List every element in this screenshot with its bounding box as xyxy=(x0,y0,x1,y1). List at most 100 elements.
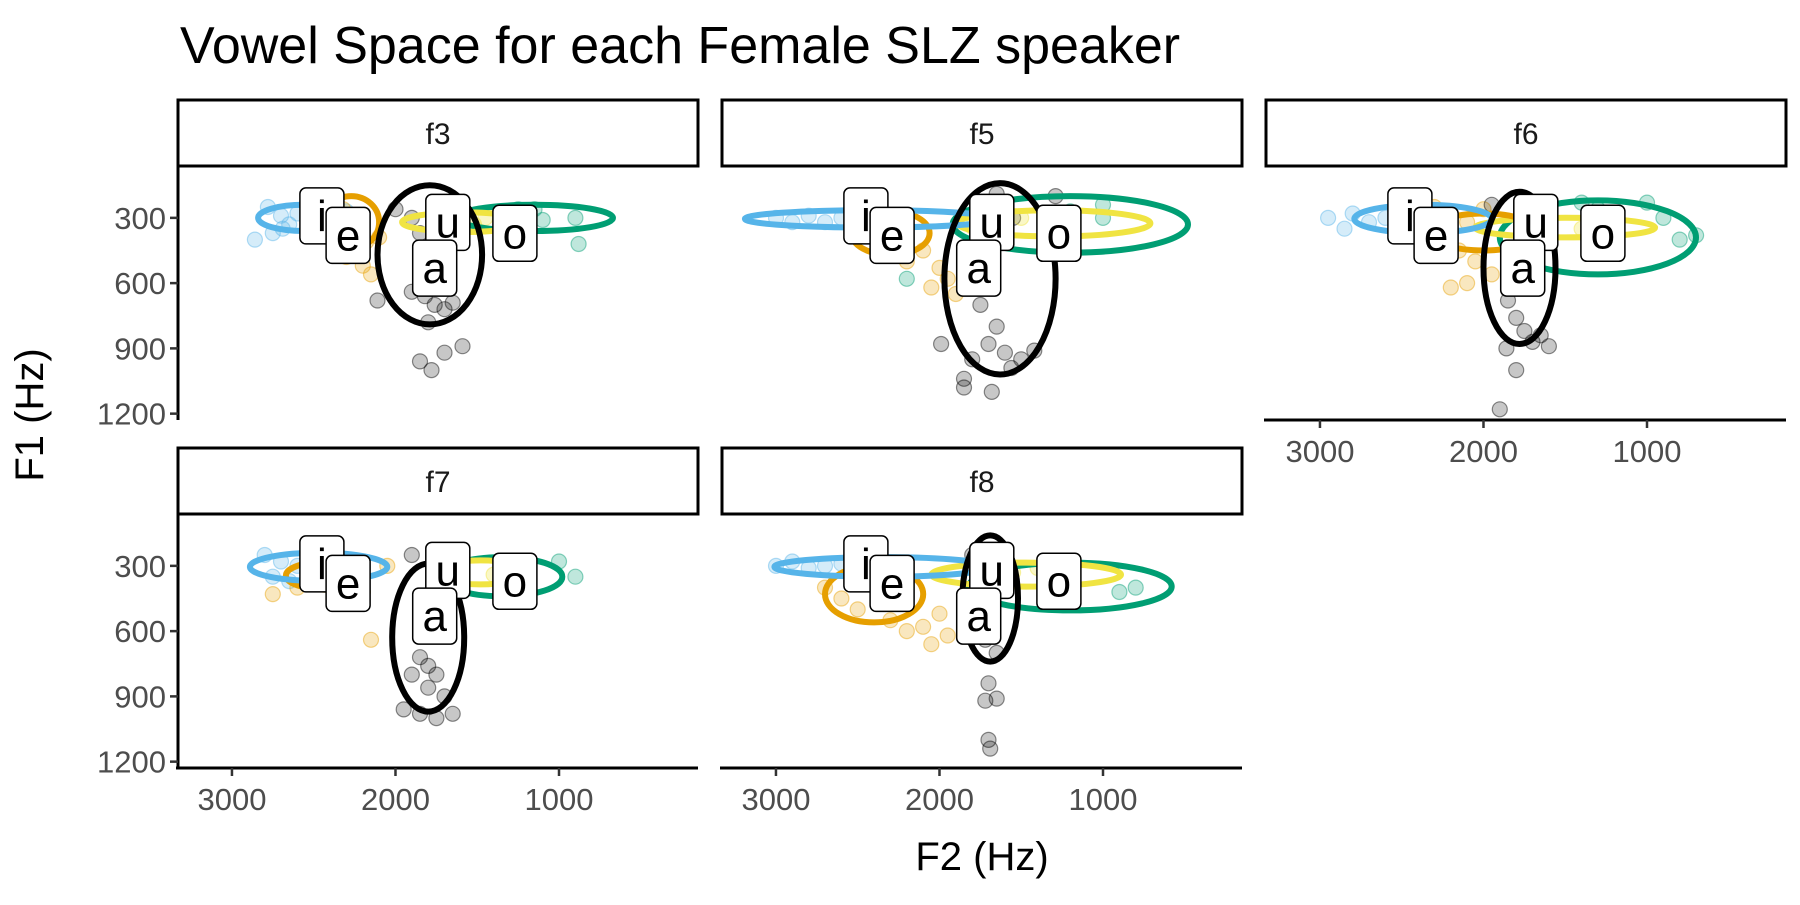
data-point-a xyxy=(972,296,989,313)
vowel-label-o: o xyxy=(492,204,538,263)
y-tick-label: 300 xyxy=(114,201,166,236)
data-point-o xyxy=(898,270,915,287)
vowel-label-text: o xyxy=(1047,209,1071,258)
facet-f7: f7 i e u o a 300 600 900 1200 3000 2000 1000 xyxy=(97,446,700,817)
x-tick-label: 2000 xyxy=(1449,434,1518,469)
vowel-label-u: u xyxy=(969,541,1015,600)
vowel-label-box xyxy=(411,587,458,645)
vowel-label-text: u xyxy=(1524,198,1548,247)
data-point-e xyxy=(833,590,850,607)
vowel-label-text: e xyxy=(336,559,360,608)
vowel-label-text: u xyxy=(980,546,1004,595)
facet-strip-label: f5 xyxy=(969,118,994,151)
data-point-a xyxy=(955,370,973,387)
vowel-label-box xyxy=(325,206,371,265)
vowel-label-text: e xyxy=(1424,211,1448,260)
vowel-label-text: i xyxy=(861,540,871,589)
vowel-label-e: e xyxy=(1413,206,1459,265)
facet-strip-label: f6 xyxy=(1513,118,1538,151)
ellipse-a xyxy=(1480,188,1559,347)
vowel-label-a: a xyxy=(955,239,1002,297)
vowel-label-text: a xyxy=(966,244,991,293)
data-point-o xyxy=(1127,579,1144,596)
x-tick-label: 3000 xyxy=(741,782,810,817)
y-tick-label: 900 xyxy=(114,331,166,366)
vowel-label-e: e xyxy=(325,206,371,265)
vowel-label-text: e xyxy=(880,559,904,608)
facet-strip xyxy=(720,446,1244,516)
facet-strip-label: f8 xyxy=(969,466,994,499)
vowel-label-text: o xyxy=(503,557,527,606)
vowel-label-e: e xyxy=(869,554,915,613)
facet-f3: f3 i e u o a 300 600 900 1200 xyxy=(97,98,700,432)
y-tick-label: 600 xyxy=(114,266,166,301)
facet-f6: f6 i e u o a 3000 2000 1000 xyxy=(1264,98,1788,469)
data-point-a xyxy=(369,292,386,309)
vowel-label-text: a xyxy=(1510,244,1535,293)
facet-strip xyxy=(720,98,1244,168)
data-point-a xyxy=(420,657,437,675)
vowel-label-box xyxy=(869,554,915,613)
data-point-a xyxy=(411,353,429,370)
vowel-label-a: a xyxy=(955,587,1002,645)
vowel-label-box xyxy=(1580,204,1626,263)
data-point-e xyxy=(1442,279,1459,296)
vowel-label-box xyxy=(411,239,458,297)
chart-title: Vowel Space for each Female SLZ speaker xyxy=(180,17,1180,75)
vowel-label-text: o xyxy=(503,209,527,258)
data-point-e xyxy=(849,601,866,618)
vowel-label-text: i xyxy=(861,192,871,241)
data-point-a xyxy=(411,649,429,666)
vowel-label-u: u xyxy=(969,193,1015,252)
data-point-a xyxy=(444,705,461,722)
data-point-e xyxy=(923,279,940,296)
data-point-e xyxy=(939,627,956,644)
vowel-label-o: o xyxy=(1036,204,1082,263)
vowel-label-a: a xyxy=(411,239,458,297)
vowel-label-text: u xyxy=(436,546,460,595)
data-point-e xyxy=(898,622,915,640)
vowel-label-text: i xyxy=(317,540,327,589)
data-point-e xyxy=(1458,275,1476,292)
x-tick-label: 2000 xyxy=(361,782,430,817)
vowel-label-a: a xyxy=(1499,239,1546,297)
vowel-label-box xyxy=(955,587,1002,645)
vowel-label-text: o xyxy=(1047,557,1071,606)
vowel-label-text: e xyxy=(880,211,904,260)
facet-strip xyxy=(176,446,700,516)
x-tick-label: 2000 xyxy=(905,782,974,817)
data-point-a xyxy=(395,701,412,718)
data-point-a xyxy=(977,692,994,709)
data-point-a xyxy=(436,301,453,318)
data-point-o xyxy=(567,209,584,226)
data-point-a xyxy=(988,690,1005,707)
vowel-label-o: o xyxy=(1580,204,1626,263)
x-axis-title: F2 (Hz) xyxy=(915,835,1048,879)
vowel-label-u: u xyxy=(425,193,471,252)
vowel-label-e: e xyxy=(869,206,915,265)
vowel-label-text: a xyxy=(966,592,991,641)
vowel-label-text: u xyxy=(980,198,1004,247)
vowel-label-text: a xyxy=(422,592,447,641)
vowel-label-box xyxy=(325,554,371,613)
data-point-a xyxy=(988,318,1005,335)
vowel-label-text: u xyxy=(436,198,460,247)
data-point-a xyxy=(420,679,437,696)
y-tick-label: 900 xyxy=(114,679,166,714)
data-point-a xyxy=(980,731,997,749)
vowel-label-box xyxy=(1499,239,1546,297)
facet-f8: f8 i e u o a 3000 2000 1000 xyxy=(720,446,1244,817)
data-point-i xyxy=(1336,220,1353,237)
data-point-e xyxy=(923,636,940,653)
data-point-o xyxy=(567,568,584,585)
x-tick-label: 1000 xyxy=(525,782,594,817)
y-tick-label: 1200 xyxy=(97,397,166,432)
data-point-a xyxy=(428,666,445,683)
data-point-a xyxy=(980,335,997,353)
vowel-label-u: u xyxy=(425,541,471,600)
data-point-a xyxy=(1508,362,1525,379)
vowel-label-a: a xyxy=(411,587,458,645)
